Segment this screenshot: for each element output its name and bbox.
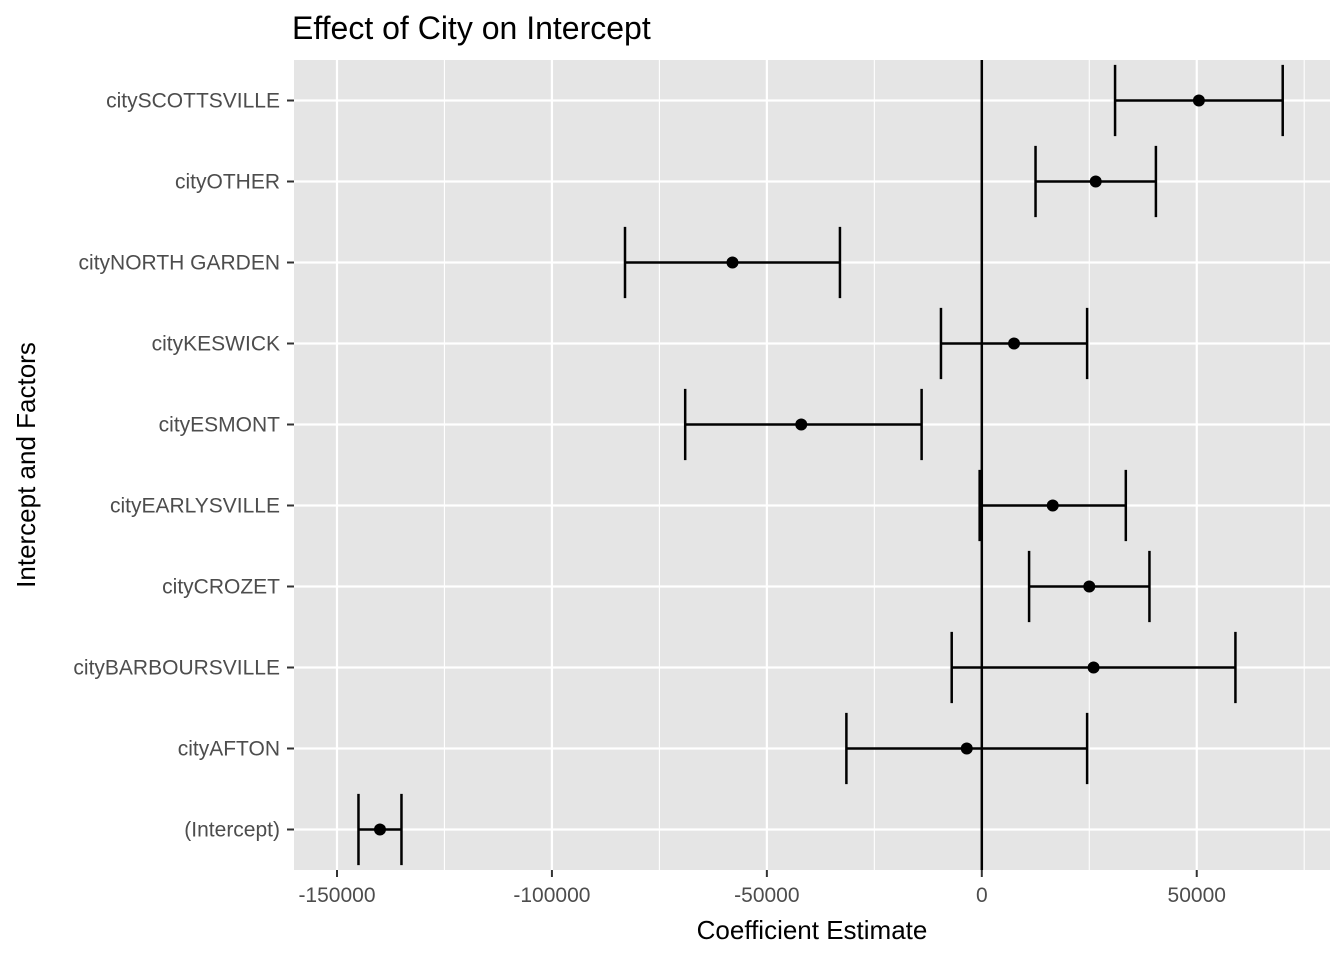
y-tick-label: cityESMONT — [159, 414, 281, 437]
y-axis-title: Intercept and Factors — [11, 342, 41, 588]
x-axis-ticks: -150000 -100000 -50000 0 50000 — [298, 870, 1226, 907]
estimate-point — [1083, 580, 1096, 593]
estimate-point — [373, 823, 386, 836]
y-tick-label: cityOTHER — [175, 171, 280, 194]
grid-minor — [443, 60, 1305, 870]
estimate-point — [1192, 94, 1205, 107]
estimate-point — [1089, 175, 1102, 188]
x-tick-label: -100000 — [513, 884, 590, 907]
estimate-point — [1046, 499, 1059, 512]
x-tick-label: 0 — [976, 884, 988, 907]
x-tick-label: -50000 — [734, 884, 799, 907]
plot-panel — [294, 60, 1330, 870]
x-axis-title: Coefficient Estimate — [697, 915, 928, 945]
y-tick-label: cityEARLYSVILLE — [110, 495, 280, 518]
y-tick-label: cityAFTON — [178, 738, 280, 761]
y-tick-label: cityBARBOURSVILLE — [73, 657, 280, 680]
estimate-points — [373, 94, 1205, 836]
y-tick-label: cityCROZET — [162, 576, 280, 599]
x-tick-label: 50000 — [1168, 884, 1226, 907]
y-tick-label: (Intercept) — [184, 819, 280, 842]
y-tick-label: cityKESWICK — [152, 333, 280, 356]
chart-title: Effect of City on Intercept — [292, 10, 651, 46]
estimate-point — [795, 418, 808, 431]
x-tick-label: -150000 — [298, 884, 375, 907]
y-axis-ticks: (Intercept) cityAFTON cityBARBOURSVILLE cit… — [73, 90, 294, 842]
y-tick-label: citySCOTTSVILLE — [106, 90, 280, 113]
estimate-point — [726, 256, 739, 269]
estimate-point — [1087, 661, 1100, 674]
estimate-point — [960, 742, 973, 755]
estimate-point — [1008, 337, 1021, 350]
y-tick-label: cityNORTH GARDEN — [79, 252, 280, 275]
